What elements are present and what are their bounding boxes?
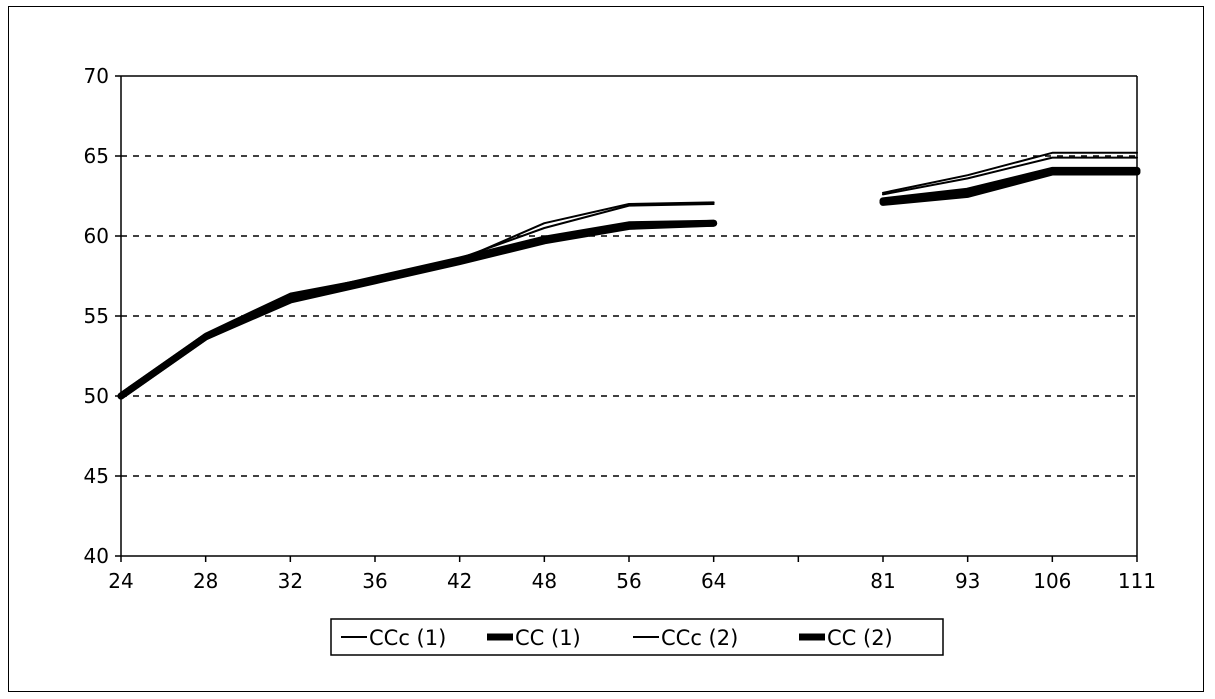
x-tick-label: 24: [108, 569, 133, 593]
legend-label: CC (1): [515, 626, 581, 650]
y-tick-label: 45: [84, 464, 109, 488]
y-tick-label: 70: [84, 64, 109, 88]
x-tick-label: 48: [532, 569, 557, 593]
series-line-cc-1--seg0: [117, 219, 718, 400]
x-tick-label: 32: [278, 569, 303, 593]
x-tick-label: 56: [616, 569, 641, 593]
y-tick-label: 60: [84, 224, 109, 248]
x-tick-label: 28: [193, 569, 218, 593]
y-tick-label: 65: [84, 144, 109, 168]
series-line-ccc-1--seg1: [882, 151, 1138, 194]
series-lines: [117, 151, 1141, 400]
x-tick-label: 42: [447, 569, 472, 593]
y-axis-ticks: 40 45 50 55 60 65 70: [84, 64, 121, 568]
x-tick-label: 36: [362, 569, 387, 593]
series-line-cc-2--seg0: [117, 219, 718, 400]
grid-lines: [121, 75, 1137, 477]
series-line-cc-2--seg1: [879, 166, 1141, 205]
x-tick-label: 64: [701, 569, 726, 593]
y-tick-label: 55: [84, 304, 109, 328]
x-axis-ticks: 24 28 32 36 42 48 56 64 81 93 106 111: [108, 556, 1156, 593]
line-chart: 40 45 50 55 60 65 70 24 28 32 36 42 48 56 64 81 93 106 11…: [84, 64, 1156, 656]
chart-frame: 40 45 50 55 60 65 70 24 28 32 36 42 48 56 64 81 93 106 11…: [8, 6, 1204, 692]
series-line-ccc-2--seg0: [120, 203, 715, 397]
x-tick-label: 106: [1033, 569, 1071, 593]
y-tick-label: 40: [84, 544, 109, 568]
legend-label: CCc (1): [369, 626, 446, 650]
legend-label: CC (2): [827, 626, 893, 650]
legend-label: CCc (2): [661, 626, 738, 650]
x-tick-label: 93: [955, 569, 980, 593]
series-line-ccc-1--seg0: [120, 201, 715, 397]
y-tick-label: 50: [84, 384, 109, 408]
x-tick-label: 81: [870, 569, 895, 593]
x-tick-label: 111: [1118, 569, 1156, 593]
series-line-ccc-2--seg1: [882, 156, 1138, 196]
legend: CCc (1) CC (1) CCc (2) CC (2): [330, 618, 944, 656]
